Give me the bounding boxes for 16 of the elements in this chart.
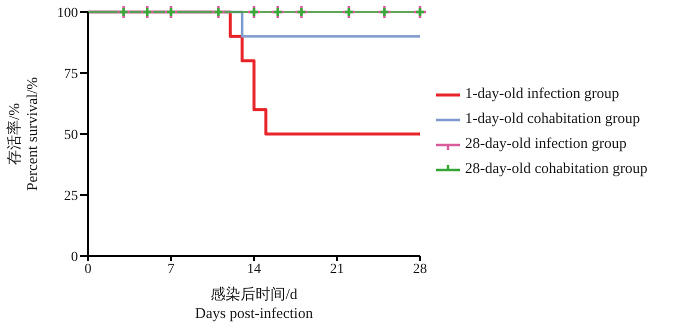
x-axis-title: 感染后时间/d Days post-infection <box>194 286 314 324</box>
y-axis-title: 存活率/% Percent survival/% <box>6 77 42 191</box>
y-tick-label: 25 <box>64 188 78 204</box>
x-tick-label: 7 <box>168 262 174 277</box>
y-tick-label: 75 <box>64 66 78 82</box>
y-tick-label: 0 <box>71 250 78 265</box>
legend-label: 28-day-old infection group <box>465 136 627 153</box>
x-tick-label: 28 <box>413 262 427 277</box>
x-tick-label: 21 <box>330 262 344 277</box>
x-tick-label: 0 <box>84 262 92 277</box>
x-tick-label: 14 <box>247 262 261 277</box>
legend-label: 1-day-old cohabitation group <box>465 111 640 128</box>
y-tick-label: 50 <box>64 128 78 143</box>
legend-label: 1-day-old infection group <box>465 86 620 103</box>
y-tick-label: 100 <box>57 6 78 21</box>
legend-label: 28-day-old cohabitation group <box>465 161 648 178</box>
